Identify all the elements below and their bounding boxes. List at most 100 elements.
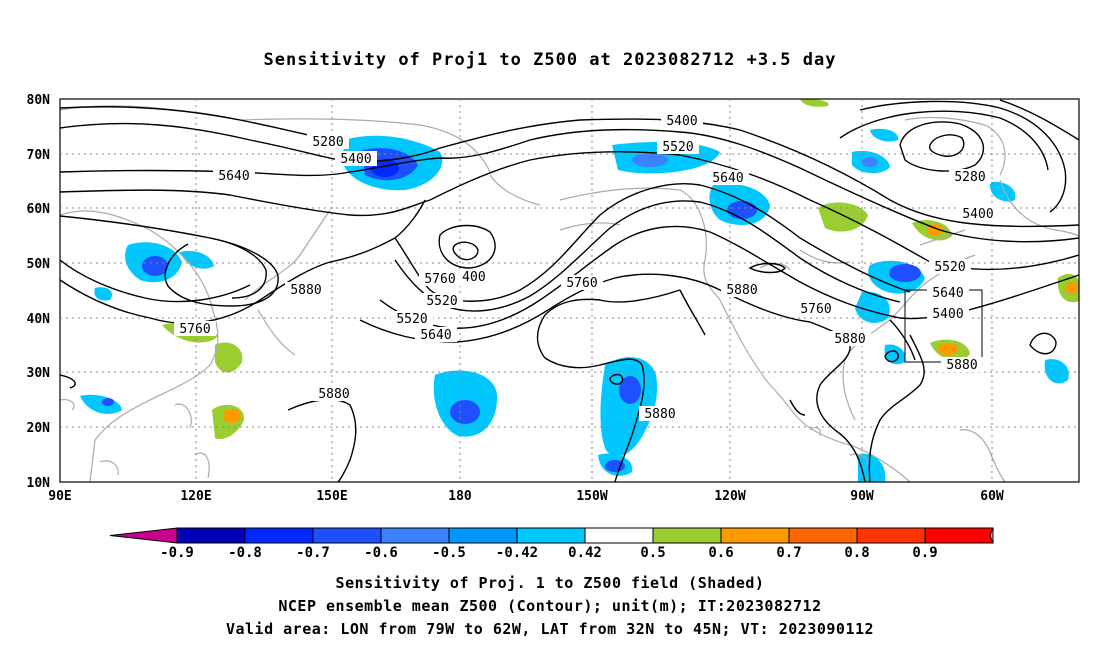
lat-label: 50N [27,257,51,272]
contour-label-bg [949,169,991,184]
contour-label-bg [391,311,433,326]
colorbar-tick-label: 0.6 [708,545,733,561]
contour-label-bg [213,168,255,183]
contour-label-bg [829,331,871,346]
latitude-labels: 80N 70N 60N 50N 40N 30N 20N 10N [27,93,51,491]
longitude-labels: 90E 120E 150E 180 150W 120W 90W 60W [48,489,1004,504]
contour-label-bg [639,406,681,421]
gridlines [60,99,1079,482]
contour-label: 5400 [340,152,371,167]
lat-label: 40N [27,312,51,327]
colorbar-tick-label: -0.42 [496,545,538,561]
map-title: Sensitivity of Proj1 to Z500 at 20230827… [263,50,837,70]
contour-label-bg [721,282,763,297]
colorbar-segment [312,527,382,544]
colorbar-segment [924,527,994,544]
contour-label-bg [313,386,355,401]
colorbar-tick-label: 0.9 [912,545,937,561]
contour-label: 5520 [934,260,965,275]
contour-label-bg [927,306,969,321]
contour-label-bg [927,285,969,300]
contour-label: 5760 [179,322,210,337]
contour-label: 5640 [932,286,963,301]
contour-label-bg [661,113,703,128]
lat-label: 70N [27,148,51,163]
colorbar-tick-label: 0.8 [844,545,869,561]
map-frame [59,98,1080,483]
contour-label-bg [415,327,457,342]
contour-label-bg [657,139,699,154]
contour-label: 5400 [666,114,697,129]
lon-label: 60W [980,489,1004,504]
contour-label: 5880 [644,407,675,422]
colorbar-segment [584,527,654,544]
negative-sensitivity-patches [80,128,1069,482]
footer-line-3: Valid area: LON from 79W to 62W, LAT fro… [225,620,875,638]
lon-label: 150W [576,489,607,504]
footer-line-1: Sensitivity of Proj. 1 to Z500 field (Sh… [335,574,765,592]
colorbar-tick-label: -0.5 [432,545,466,561]
z500-contours [60,99,1079,482]
contour-label: 5640 [420,328,451,343]
contour-labels: 5280540056405880576055205400540055205640… [174,113,999,422]
contour-label: 5400 [932,307,963,322]
lat-label: 60N [27,202,51,217]
contour-label-bg [285,282,327,297]
colorbar: -0.9 -0.8 -0.7 -0.6 -0.5 -0.42 0.42 0.5 0.6 0.7 0.… [109,527,994,561]
colorbar-segment [176,527,246,544]
contour-label: 5880 [834,332,865,347]
lon-label: 150E [316,489,347,504]
contour-label: 5880 [946,358,977,373]
colorbar-segment [380,527,450,544]
contour-label-bg [421,293,463,308]
contour-label: 5760 [424,272,455,287]
contour-label: 5880 [290,283,321,298]
colorbar-tick-label: -0.7 [296,545,330,561]
colorbar-left-arrow [109,527,178,544]
lat-label: 10N [27,476,51,491]
contour-label-bg [929,259,971,274]
contour-label: 5640 [712,171,743,186]
contour-label-bg [941,357,983,372]
contour-label: 5880 [726,283,757,298]
footer-line-2: NCEP ensemble mean Z500 (Contour); unit(… [278,597,822,615]
colorbar-tick-label: -0.6 [364,545,398,561]
lon-label: 120W [714,489,745,504]
contour-label-bg [335,151,377,166]
contour-label-bg [707,170,749,185]
contour-label: 5520 [426,294,457,309]
contour-label: 5400 [962,207,993,222]
contour-label-bg [957,206,999,221]
contour-label: 5280 [954,170,985,185]
lon-label: 120E [180,489,211,504]
contour-label: 5520 [662,140,693,155]
lon-label: 90E [48,489,71,504]
colorbar-segment [788,527,858,544]
contour-label: 5760 [800,302,831,317]
colorbar-tick-label: 0.5 [640,545,665,561]
colorbar-tick-label: -0.9 [160,545,194,561]
colorbar-tick-label: -0.8 [228,545,262,561]
contour-label: 5640 [218,169,249,184]
lat-label: 30N [27,366,51,381]
colorbar-segment [652,527,722,544]
contour-label: 5880 [318,387,349,402]
contour-label-bg [307,134,349,149]
colorbar-segment [448,527,518,544]
lat-label: 80N [27,93,51,108]
contour-label-bg [561,275,603,290]
contour-label-bg [174,321,216,336]
contour-label: 5520 [396,312,427,327]
colorbar-right-arrow [989,527,994,544]
lat-label: 20N [27,421,51,436]
lon-label: 90W [850,489,874,504]
lon-label: 180 [448,489,472,504]
contour-label-bg [419,271,461,286]
colorbar-segment [244,527,314,544]
colorbar-tick-label: 0.7 [776,545,801,561]
contour-label-bg [795,301,837,316]
contour-label: 5400 [454,270,485,285]
colorbar-segment [516,527,586,544]
colorbar-tick-label: 0.42 [568,545,602,561]
